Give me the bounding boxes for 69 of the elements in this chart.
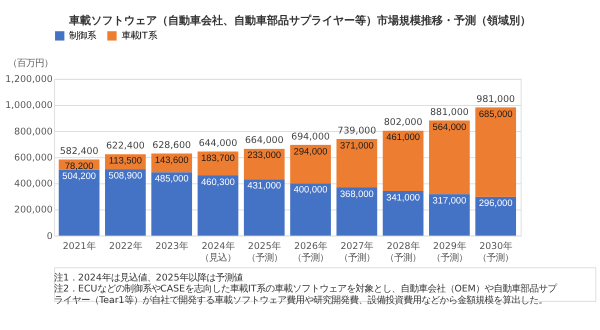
bar: [244, 179, 285, 236]
data-label: 183,700: [201, 152, 235, 163]
data-label: 113,500: [108, 156, 142, 166]
total-label: 739,000: [338, 125, 376, 136]
bar: [475, 196, 516, 236]
text: 注2．ECUなどの制御系やCASEを志向した車載IT系の車載ソフトウェアを対象とし、自動車会社（OEM）や自動車部品サプライヤー（Tear1等）が自社で開発する車載ソフトウェア費用や研究開発費、設備投資費用などから金額規模を算出した。: [54, 284, 558, 306]
data-label: 508,900: [108, 170, 142, 180]
y-tick-label: 1,000,000: [5, 100, 53, 112]
data-label: 460,300: [201, 176, 235, 187]
data-label: 78,200: [64, 160, 94, 171]
data-label: 296,000: [478, 198, 513, 208]
bar: [475, 107, 516, 197]
data-label: 317,000: [432, 196, 466, 206]
data-label: 233,000: [247, 150, 282, 160]
total-label: 881,000: [430, 106, 469, 118]
x-tick-label: 2027年（予測）: [338, 241, 375, 264]
total-label: 644,000: [198, 138, 238, 149]
data-label: 371,000: [340, 140, 374, 150]
total-label: 694,000: [291, 131, 330, 142]
bar: [290, 183, 331, 236]
bar: [105, 169, 146, 236]
data-label: 485,000: [154, 174, 189, 184]
data-label: 368,000: [340, 188, 374, 199]
data-label: 431,000: [247, 180, 282, 191]
x-tick-label: 2022年: [109, 241, 142, 252]
data-label: 564,000: [432, 122, 466, 132]
bar: [336, 139, 378, 188]
bar: [198, 175, 238, 236]
text: 注1．2024年は見込値、2025年以降は予測値: [54, 272, 243, 284]
data-label: 461,000: [386, 132, 420, 142]
x-tick-label: 2025年（予測）: [246, 241, 282, 264]
data-label: 685,000: [478, 108, 513, 119]
data-label: 400,000: [294, 184, 328, 195]
chart-title: 車載ソフトウェア（自動車会社、自動車部品サプライヤー等）市場規模推移・予測（領域別）: [68, 14, 532, 27]
bar: [58, 170, 100, 236]
total-label: 622,400: [106, 140, 145, 152]
bar: [382, 191, 424, 236]
total-label: 802,000: [384, 117, 422, 128]
x-tick-label: 2030年（予測）: [478, 241, 514, 264]
data-label: 294,000: [294, 146, 328, 156]
y-tick-label: 600,000: [14, 152, 53, 164]
legend-label: 制御系: [69, 30, 96, 42]
y-tick-label: 0: [46, 230, 53, 242]
x-tick-label: 2029年（予測）: [431, 241, 468, 264]
x-tick-label: 2023年: [155, 241, 188, 252]
x-tick-label: 2028年（予測）: [385, 241, 422, 264]
y-tick-label: 800,000: [14, 126, 53, 138]
total-label: 628,600: [152, 140, 192, 151]
x-tick-label: 2021年: [62, 241, 96, 252]
total-label: 664,000: [244, 135, 284, 146]
data-label: 341,000: [386, 192, 420, 202]
bar: [382, 130, 424, 192]
total-label: 582,400: [60, 146, 98, 157]
data-label: 143,600: [154, 154, 189, 165]
bar: [429, 120, 470, 194]
data-label: 504,200: [62, 171, 96, 182]
bar: [151, 172, 192, 236]
bar: [290, 144, 331, 184]
y-tick-label: 200,000: [14, 204, 53, 216]
x-tick-label: 2026年（予測）: [292, 241, 329, 264]
bar: [336, 188, 378, 236]
y-axis-title: （百万円）: [8, 58, 53, 70]
bar: [244, 148, 285, 180]
y-tick-label: 400,000: [14, 178, 53, 190]
total-label: 981,000: [476, 94, 516, 105]
bar: [429, 194, 470, 236]
legend-label: 車載IT系: [121, 30, 157, 42]
y-tick-label: 1,200,000: [5, 74, 53, 86]
x-tick-label: 2024年（見込）: [200, 241, 236, 264]
